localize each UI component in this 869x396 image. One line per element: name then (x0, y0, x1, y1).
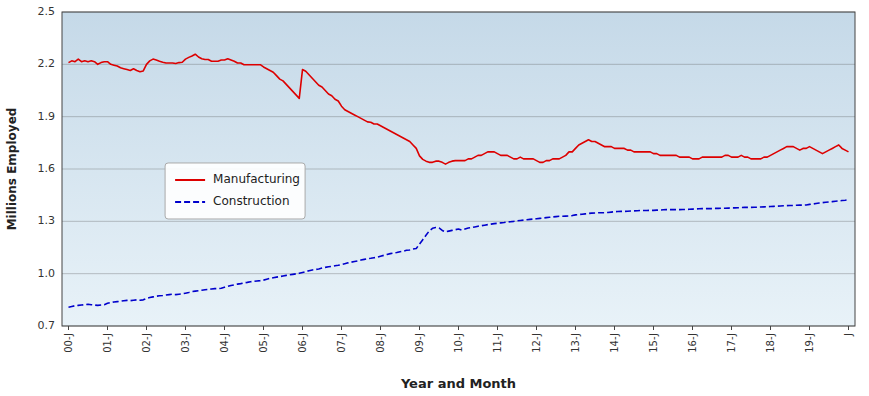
x-tick (653, 326, 654, 330)
x-tick-label: 03-J (180, 333, 191, 353)
x-tick-label: 06-J (297, 333, 308, 353)
x-tick-label: 07-J (336, 333, 347, 353)
x-tick-label: 15-J (648, 333, 659, 353)
x-tick-label: 10-J (453, 333, 464, 353)
x-tick-label: 11-J (492, 333, 503, 353)
x-tick (770, 326, 771, 330)
legend-swatch (175, 179, 205, 181)
grid-line (62, 116, 855, 117)
y-tick-label: 1.9 (38, 110, 56, 123)
x-axis: 00-J 01-J 02-J 03-J 04-J 05-J 06-J 07-J 08-J 09-J… (63, 326, 854, 353)
legend: Manufacturing Construction (165, 163, 305, 219)
x-tick-label: 13-J (570, 333, 581, 353)
chart-svg: 0.7 1.0 1.3 1.6 1.9 2.2 2.5 00-J 01-J 02-J 03-J 04-… (0, 0, 869, 396)
x-tick (731, 326, 732, 330)
x-tick-label: 04-J (219, 333, 230, 353)
x-tick-label: 12-J (531, 333, 542, 353)
x-tick (419, 326, 420, 330)
x-tick (536, 326, 537, 330)
x-tick (809, 326, 810, 330)
x-tick-label: J (843, 333, 854, 337)
y-tick-label: 2.2 (38, 57, 56, 70)
x-tick-label: 18-J (765, 333, 776, 353)
legend-label: Manufacturing (213, 172, 300, 186)
x-tick (692, 326, 693, 330)
x-tick-label: 00-J (63, 333, 74, 353)
x-tick-label: 17-J (726, 333, 737, 353)
line-series (69, 54, 849, 164)
x-tick-label: 19-J (804, 333, 815, 353)
x-tick (224, 326, 225, 330)
grid-line (62, 273, 855, 274)
x-tick (302, 326, 303, 330)
x-tick (263, 326, 264, 330)
y-tick-label: 2.5 (38, 5, 56, 18)
x-tick-label: 09-J (414, 333, 425, 353)
x-tick (68, 326, 69, 330)
plot-background (62, 12, 855, 326)
grid-line (62, 221, 855, 222)
x-tick (614, 326, 615, 330)
x-tick (497, 326, 498, 330)
x-tick (146, 326, 147, 330)
x-tick (380, 326, 381, 330)
grid-line (62, 64, 855, 65)
legend-box (165, 163, 305, 219)
plot-frame (62, 12, 855, 326)
legend-label: Construction (213, 194, 289, 208)
y-tick-label: 1.6 (38, 162, 56, 175)
x-tick-label: 02-J (141, 333, 152, 353)
x-tick-label: 05-J (258, 333, 269, 353)
x-tick-label: 08-J (375, 333, 386, 353)
x-tick (107, 326, 108, 330)
y-tick-label: 1.0 (38, 267, 56, 280)
y-axis: 0.7 1.0 1.3 1.6 1.9 2.2 2.5 (38, 5, 856, 332)
y-tick-label: 0.7 (38, 319, 56, 332)
x-tick-label: 14-J (609, 333, 620, 353)
chart-container: 0.7 1.0 1.3 1.6 1.9 2.2 2.5 00-J 01-J 02-J 03-J 04-… (0, 0, 869, 396)
x-tick (458, 326, 459, 330)
x-axis-label: Year and Month (400, 376, 516, 391)
series-group (69, 54, 849, 307)
y-tick-label: 1.3 (38, 214, 56, 227)
x-tick-label: 01-J (102, 333, 113, 353)
x-tick (575, 326, 576, 330)
y-axis-label: Millions Employed (5, 108, 19, 231)
x-tick (341, 326, 342, 330)
x-tick (848, 326, 849, 330)
legend-swatch (175, 201, 205, 203)
x-tick-label: 16-J (687, 333, 698, 353)
x-tick (185, 326, 186, 330)
